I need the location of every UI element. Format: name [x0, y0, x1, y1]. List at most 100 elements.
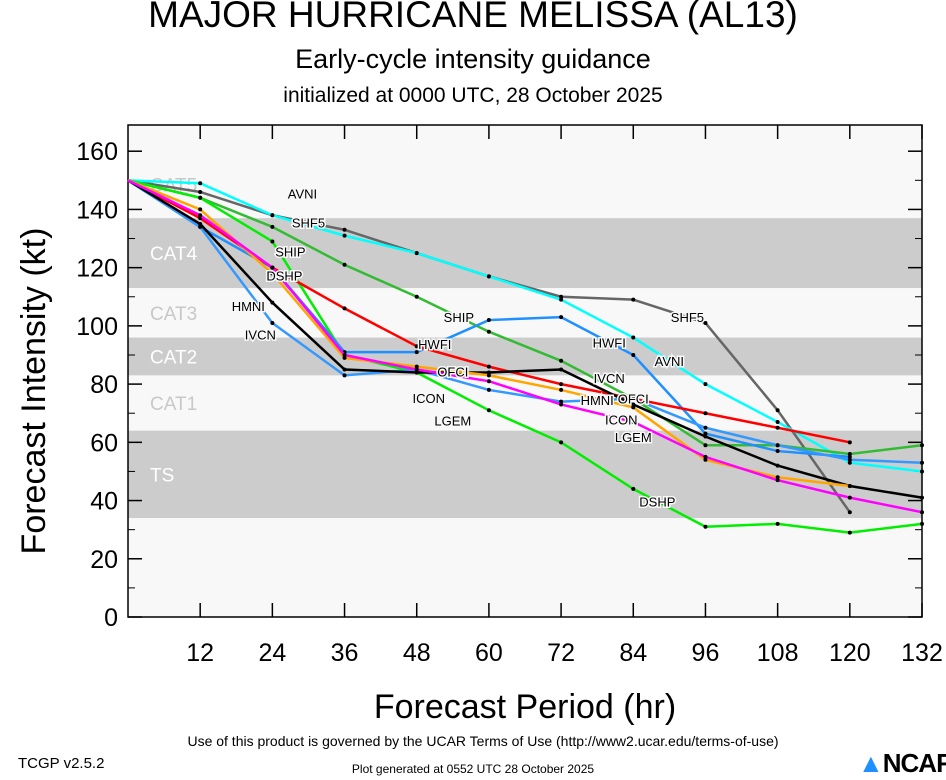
data-point-avni	[270, 213, 275, 218]
data-point-ship	[920, 443, 924, 448]
data-point-ivcn	[270, 300, 275, 305]
data-point-ivcn	[775, 463, 780, 468]
series-label-icon: ICON	[605, 412, 638, 427]
data-point-ofci	[775, 425, 780, 430]
data-point-avni	[847, 460, 852, 465]
y-tick-label: 60	[90, 429, 118, 457]
series-line-lgem	[127, 179, 923, 514]
x-tick-label: 48	[403, 639, 431, 667]
data-point-lgem	[920, 510, 924, 515]
data-point-icon	[559, 387, 564, 392]
data-point-shf5	[559, 294, 564, 299]
series-label-avni: AVNI	[655, 354, 684, 369]
data-point-ivcn	[631, 402, 636, 407]
band-label-cat3: CAT3	[150, 304, 197, 325]
data-point-ship	[270, 224, 275, 229]
data-point-hwfi	[703, 431, 708, 436]
band-label-cat1: CAT1	[150, 394, 197, 415]
series-label-ofci: OFCI	[618, 392, 649, 407]
y-tick-label: 160	[76, 138, 118, 166]
data-point-shf5	[775, 408, 780, 413]
y-axis-label: Forecast Intensity (kt)	[15, 228, 53, 555]
data-point-dshp	[847, 530, 852, 535]
data-point-ofci	[414, 344, 419, 349]
data-point-hwfi	[559, 315, 564, 320]
x-tick-label: 84	[619, 639, 647, 667]
x-tick-label: 120	[829, 639, 871, 667]
series-label-ivcn: IVCN	[245, 327, 276, 342]
data-point-icon	[775, 475, 780, 480]
x-tick-label: 132	[901, 639, 943, 667]
series-label-ivcn: IVCN	[594, 371, 625, 386]
series-label-lgem: LGEM	[434, 413, 471, 428]
data-point-ivcn	[920, 495, 924, 500]
data-point-hmni	[342, 373, 347, 378]
data-point-ivcn	[342, 367, 347, 372]
data-point-avni	[342, 233, 347, 238]
x-tick-label: 108	[757, 639, 799, 667]
data-point-hmni	[920, 460, 924, 465]
series-line-hmni	[127, 179, 923, 464]
series-label-shf5: SHF5	[292, 216, 325, 231]
x-tick-label: 24	[258, 639, 286, 667]
data-point-ofci	[559, 382, 564, 387]
data-point-lgem	[775, 478, 780, 483]
band-label-ts: TS	[150, 465, 174, 486]
data-point-icon	[342, 355, 347, 360]
y-tick-label: 20	[90, 546, 118, 574]
data-point-lgem	[631, 419, 636, 424]
data-point-ofci	[631, 396, 636, 401]
data-point-icon	[703, 457, 708, 462]
data-point-icon	[414, 364, 419, 369]
data-point-ivcn	[198, 221, 203, 226]
data-point-shf5	[198, 189, 203, 194]
logo-text: NCAR	[882, 748, 946, 778]
data-point-lgem	[198, 213, 203, 218]
data-point-ivcn	[559, 367, 564, 372]
plot-frame	[127, 124, 923, 618]
data-point-icon	[847, 483, 852, 488]
band-cat4	[128, 218, 922, 289]
series-label-ship: SHIP	[275, 244, 305, 259]
data-point-hmni	[703, 425, 708, 430]
y-tick-label: 140	[76, 196, 118, 224]
data-point-hwfi	[631, 352, 636, 357]
x-axis-label: Forecast Period (hr)	[374, 688, 676, 726]
data-point-hmni	[775, 443, 780, 448]
data-point-hwfi	[775, 449, 780, 454]
series-label-hwfi: HWFI	[593, 335, 626, 350]
x-tick-label: 72	[547, 639, 575, 667]
x-tick-label: 96	[692, 639, 720, 667]
y-tick-label: 40	[90, 488, 118, 516]
y-tick-label: 100	[76, 313, 118, 341]
chart-subtitle: Early-cycle intensity guidance	[295, 44, 651, 74]
series-line-ivcn	[127, 179, 923, 499]
data-point-hwfi	[847, 454, 852, 459]
data-point-dshp	[198, 195, 203, 200]
data-point-ship	[559, 358, 564, 363]
data-point-hmni	[486, 387, 491, 392]
ncar-logo: ▲NCAR	[858, 748, 946, 779]
data-point-dshp	[486, 408, 491, 413]
data-point-ship	[342, 262, 347, 267]
data-point-avni	[414, 251, 419, 256]
band-label-cat2: CAT2	[150, 347, 197, 368]
x-tick-label: 36	[331, 639, 359, 667]
data-point-avni	[920, 469, 924, 474]
chart-title: MAJOR HURRICANE MELISSA (AL13)	[148, 0, 798, 35]
data-point-ofci	[703, 411, 708, 416]
data-point-lgem	[342, 352, 347, 357]
series-line-dshp	[127, 179, 923, 534]
terms-of-use-text: Use of this product is governed by the U…	[187, 733, 779, 749]
data-point-ship	[414, 294, 419, 299]
series-label-icon: ICON	[413, 391, 446, 406]
data-point-lgem	[270, 265, 275, 270]
series-label-dshp: DSHP	[639, 495, 675, 510]
data-point-dshp	[775, 521, 780, 526]
data-point-avni	[559, 297, 564, 302]
data-point-icon	[198, 207, 203, 212]
data-point-icon	[486, 373, 491, 378]
data-point-icon	[270, 271, 275, 276]
data-point-lgem	[847, 495, 852, 500]
